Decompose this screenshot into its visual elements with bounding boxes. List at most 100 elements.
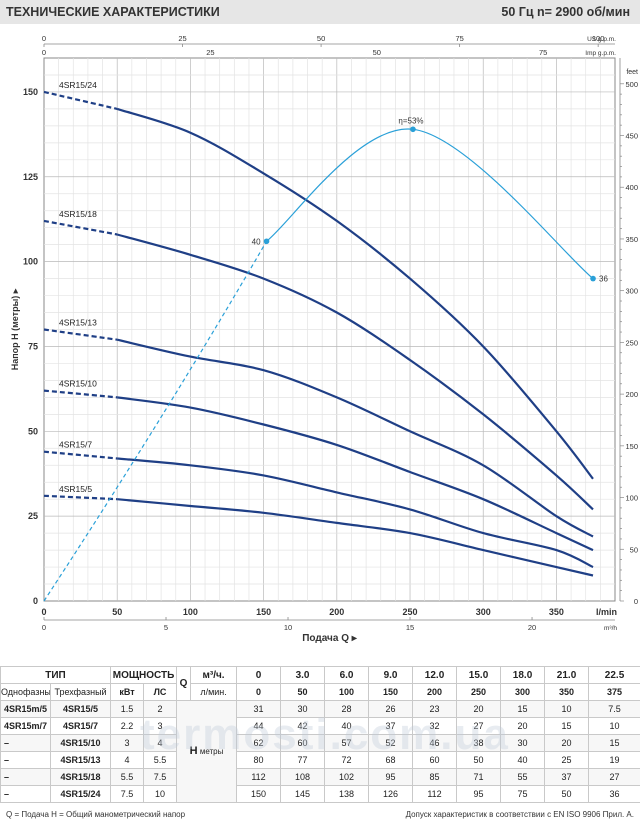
x-tick-label: 0 xyxy=(41,607,46,617)
curve-dashed-4SR15-7 xyxy=(43,450,118,460)
efficiency-curve: 40 η=53% 36 xyxy=(43,116,608,602)
table-row: –4SR15/18 5.5 7.5 112 108 102 95 85 71 55 37 27 xyxy=(0,768,640,786)
head-value: 57 xyxy=(324,734,370,752)
m3h-tick-label: 15 xyxy=(406,623,414,632)
feet-tick-label: 300 xyxy=(625,287,638,296)
q-m3h-value: 18.0 xyxy=(500,666,546,684)
head-value: 52 xyxy=(368,734,414,752)
x-tick-label: 300 xyxy=(476,607,491,617)
head-value: 15 xyxy=(500,700,546,718)
feet-tick-label: 0 xyxy=(634,597,638,606)
power-kw: 7.5 xyxy=(110,785,145,803)
curve-4SR15-13 xyxy=(116,338,594,538)
x-tick-label: 150 xyxy=(256,607,271,617)
performance-chart: 0 50 100 150 200 250 300 350 l/min02550751001251… xyxy=(10,34,638,644)
head-value: 126 xyxy=(368,785,414,803)
feet-tick-label: 50 xyxy=(630,545,638,554)
h-symbol: H xyxy=(189,745,198,757)
head-value: 55 xyxy=(500,768,546,786)
chart-axes: 0 50 100 150 200 250 300 350 l/min02550751001251… xyxy=(10,34,638,644)
power-hp: 10 xyxy=(143,785,178,803)
y-tick-label: 150 xyxy=(23,87,38,97)
us-gpm-tick-label: 0 xyxy=(42,34,46,43)
head-value: 40 xyxy=(324,717,370,735)
three-phase-model: 4SR15/18 xyxy=(49,768,112,786)
head-value: 138 xyxy=(324,785,370,803)
head-value: 50 xyxy=(544,785,590,803)
footer-tolerance: Допуск характеристик в соответствии с EN… xyxy=(405,810,634,819)
q-m3h-value: 6.0 xyxy=(324,666,370,684)
x-tick-label: 50 xyxy=(112,607,122,617)
head-value: 20 xyxy=(500,717,546,735)
series-label-4SR15-24: 4SR15/24 xyxy=(59,80,97,90)
head-value: 62 xyxy=(236,734,282,752)
head-value: 30 xyxy=(500,734,546,752)
series-label-4SR15-13: 4SR15/13 xyxy=(59,318,97,328)
three-phase-model: 4SR15/13 xyxy=(49,751,112,769)
power-kw: 4 xyxy=(110,751,145,769)
head-value: 23 xyxy=(412,700,458,718)
feet-tick-label: 350 xyxy=(625,235,638,244)
series-label-4SR15-7: 4SR15/7 xyxy=(59,440,92,450)
q-lmin-value: 0 xyxy=(236,683,282,701)
curve-dashed-4SR15-18 xyxy=(43,219,118,236)
single-phase-model: 4SR15m/7 xyxy=(0,717,51,735)
head-value: 145 xyxy=(280,785,326,803)
imp-gpm-tick-label: 50 xyxy=(373,48,381,57)
head-value: 60 xyxy=(280,734,326,752)
x-tick-label: 200 xyxy=(329,607,344,617)
speed-info: 50 Гц n= 2900 об/мин xyxy=(501,5,630,19)
head-value: 46 xyxy=(412,734,458,752)
curve-4SR15-7 xyxy=(117,457,594,569)
q-m3h-value: 12.0 xyxy=(412,666,458,684)
power-hp: 3 xyxy=(143,717,178,735)
y-tick-label: 0 xyxy=(33,596,38,606)
curve-4SR15-10 xyxy=(117,396,594,552)
us-gpm-tick-label: 75 xyxy=(455,34,463,43)
curve-4SR15-24 xyxy=(116,107,594,480)
head-value: 95 xyxy=(456,785,502,803)
head-value: 20 xyxy=(456,700,502,718)
imp-gpm-tick-label: 75 xyxy=(539,48,547,57)
single-phase-model: – xyxy=(0,768,51,786)
table-header-row: Однофазный Трехфазный кВт ЛС л/мин. 0 50 100 150… xyxy=(0,683,640,701)
three-phase-model: 4SR15/7 xyxy=(49,717,112,735)
us-gpm-tick-label: 50 xyxy=(317,34,325,43)
table-row: 4SR15m/5 4SR15/5 1.5 2 H метры 31 30 28 26 23 20 15… xyxy=(0,700,640,803)
feet-tick-label: 100 xyxy=(625,494,638,503)
efficiency-point xyxy=(263,238,270,245)
h-symbol-cell: H метры xyxy=(176,700,238,803)
efficiency-point xyxy=(590,275,596,282)
head-value: 42 xyxy=(280,717,326,735)
head-value: 36 xyxy=(588,785,640,803)
head-value: 60 xyxy=(412,751,458,769)
head-value: 75 xyxy=(500,785,546,803)
curve-4SR15-5 xyxy=(117,498,594,577)
us-gpm-unit: US g.p.m. xyxy=(587,36,616,43)
feet-tick-label: 450 xyxy=(625,132,638,141)
three-phase-header: Трехфазный xyxy=(49,683,112,701)
feet-tick-label: 500 xyxy=(625,80,638,89)
q-lmin-value: 250 xyxy=(456,683,502,701)
table-row: –4SR15/10 3 4 62 60 57 52 46 38 30 20 15 xyxy=(0,734,640,752)
page-header: ТЕХНИЧЕСКИЕ ХАРАКТЕРИСТИКИ 50 Гц n= 2900… xyxy=(0,0,640,24)
us-gpm-tick-label: 25 xyxy=(178,34,186,43)
m3h-tick-label: 0 xyxy=(42,623,46,632)
head-value: 31 xyxy=(236,700,282,718)
x-tick-label: 100 xyxy=(183,607,198,617)
hp-header: ЛС xyxy=(143,683,178,701)
power-kw: 3 xyxy=(110,734,145,752)
efficiency-line xyxy=(266,128,594,280)
head-value: 15 xyxy=(588,734,640,752)
q-lmin-value: 375 xyxy=(588,683,640,701)
head-value: 37 xyxy=(368,717,414,735)
q-lmin-value: 100 xyxy=(324,683,370,701)
x-tick-label: 350 xyxy=(549,607,564,617)
head-value: 40 xyxy=(500,751,546,769)
y-axis-title: Напор H (метры) ▸ xyxy=(10,288,20,370)
us-gpm-tick-label: 100 xyxy=(592,34,605,43)
q-lmin-value: 350 xyxy=(544,683,590,701)
q-m3h-value: 22.5 xyxy=(588,666,640,684)
